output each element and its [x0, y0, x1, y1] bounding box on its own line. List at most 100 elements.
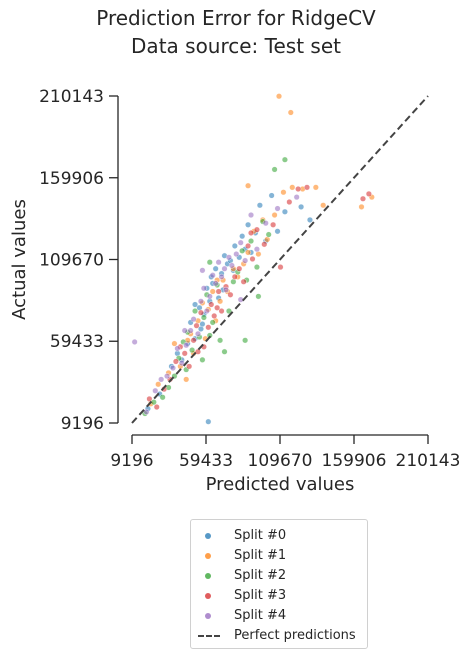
point-split-3	[186, 363, 193, 370]
point-split-3	[197, 309, 204, 316]
point-split-4	[274, 205, 281, 212]
point-split-0	[192, 301, 199, 308]
point-split-3	[214, 304, 221, 311]
point-split-4	[190, 316, 197, 323]
point-split-0	[245, 221, 252, 228]
point-split-3	[365, 190, 372, 197]
point-split-3	[146, 395, 153, 402]
y-tick-label: 9196	[61, 414, 104, 434]
legend-label-perfect-predictions: Perfect predictions	[234, 628, 356, 643]
x-axis-label: Predicted values	[206, 474, 355, 495]
point-split-4	[237, 239, 244, 246]
legend: Split #0 Split #1 Split #2 Split #3 Spli…	[190, 519, 368, 649]
point-split-4	[293, 194, 300, 201]
point-split-2	[253, 264, 260, 271]
point-split-2	[265, 231, 272, 238]
point-split-3	[208, 301, 215, 308]
point-split-3	[295, 185, 302, 192]
perfect-predictions-line	[131, 95, 429, 424]
point-split-1	[183, 376, 190, 383]
point-split-2	[242, 337, 249, 344]
point-split-1	[276, 93, 283, 100]
point-split-4	[212, 280, 219, 287]
point-split-3	[286, 199, 293, 206]
point-split-1	[271, 212, 278, 219]
point-split-4	[152, 387, 159, 394]
point-split-1	[171, 340, 178, 347]
point-split-3	[227, 291, 234, 298]
point-split-4	[174, 345, 181, 352]
point-split-3	[261, 241, 268, 248]
legend-label-split-0: Split #0	[234, 528, 287, 543]
point-split-3	[277, 264, 284, 271]
point-split-3	[193, 322, 200, 329]
point-split-4	[200, 285, 207, 292]
point-split-3	[172, 358, 179, 365]
point-split-4	[131, 338, 138, 345]
point-split-4	[221, 265, 228, 272]
legend-item-split-3: Split #3	[191, 586, 367, 606]
point-split-4	[206, 293, 213, 300]
point-split-2	[206, 259, 213, 266]
point-split-0	[298, 203, 305, 210]
point-split-2	[221, 348, 228, 355]
point-split-4	[187, 327, 194, 334]
point-split-3	[190, 337, 197, 344]
y-tick-label: 210143	[39, 87, 104, 107]
legend-marker-split-2	[205, 573, 211, 579]
point-split-4	[209, 272, 216, 279]
legend-label-split-2: Split #2	[234, 568, 287, 583]
point-split-2	[199, 356, 206, 363]
point-split-1	[217, 298, 224, 305]
point-split-2	[271, 166, 278, 173]
legend-item-split-4: Split #4	[191, 606, 367, 626]
point-split-4	[215, 259, 222, 266]
point-split-4	[194, 330, 201, 337]
point-split-1	[289, 184, 296, 191]
point-split-4	[181, 327, 188, 334]
point-split-4	[262, 220, 269, 227]
point-split-4	[178, 360, 185, 367]
legend-item-split-2: Split #2	[191, 566, 367, 586]
point-split-1	[155, 381, 162, 388]
point-split-4	[222, 286, 229, 293]
y-axis-label: Actual values	[9, 199, 30, 320]
point-split-2	[189, 347, 196, 354]
point-split-3	[215, 288, 222, 295]
point-split-3	[253, 226, 260, 233]
y-tick-label: 59433	[50, 332, 104, 352]
point-split-3	[270, 221, 277, 228]
y-tick-label: 109670	[39, 250, 104, 270]
legend-item-split-1: Split #1	[191, 546, 367, 566]
point-split-4	[169, 364, 176, 371]
point-split-0	[239, 233, 246, 240]
point-split-2	[225, 308, 232, 315]
point-split-4	[228, 262, 235, 269]
point-split-1	[209, 288, 216, 295]
point-split-1	[245, 182, 252, 189]
point-split-2	[192, 308, 199, 315]
point-split-2	[217, 337, 224, 344]
legend-marker-split-0	[205, 533, 211, 539]
x-tick-label: 9196	[110, 451, 153, 471]
point-split-3	[249, 255, 256, 262]
point-split-2	[159, 394, 166, 401]
point-split-3	[359, 195, 366, 202]
point-split-3	[231, 273, 238, 280]
point-split-4	[203, 308, 210, 315]
point-split-3	[240, 278, 247, 285]
legend-item-perfect-predictions: Perfect predictions	[191, 626, 367, 646]
point-split-0	[231, 242, 238, 249]
legend-dashed-line	[198, 635, 220, 637]
chart-subtitle: Data source: Test set	[131, 34, 341, 58]
x-tick-label: 59433	[179, 451, 233, 471]
point-split-4	[199, 267, 206, 274]
point-split-1	[280, 189, 287, 196]
point-split-1	[312, 184, 319, 191]
legend-marker-split-1	[205, 553, 211, 559]
point-split-4	[218, 273, 225, 280]
point-split-4	[225, 254, 232, 261]
point-split-2	[200, 314, 207, 321]
legend-marker-split-3	[205, 593, 211, 599]
y-tick-label: 159906	[39, 169, 104, 189]
